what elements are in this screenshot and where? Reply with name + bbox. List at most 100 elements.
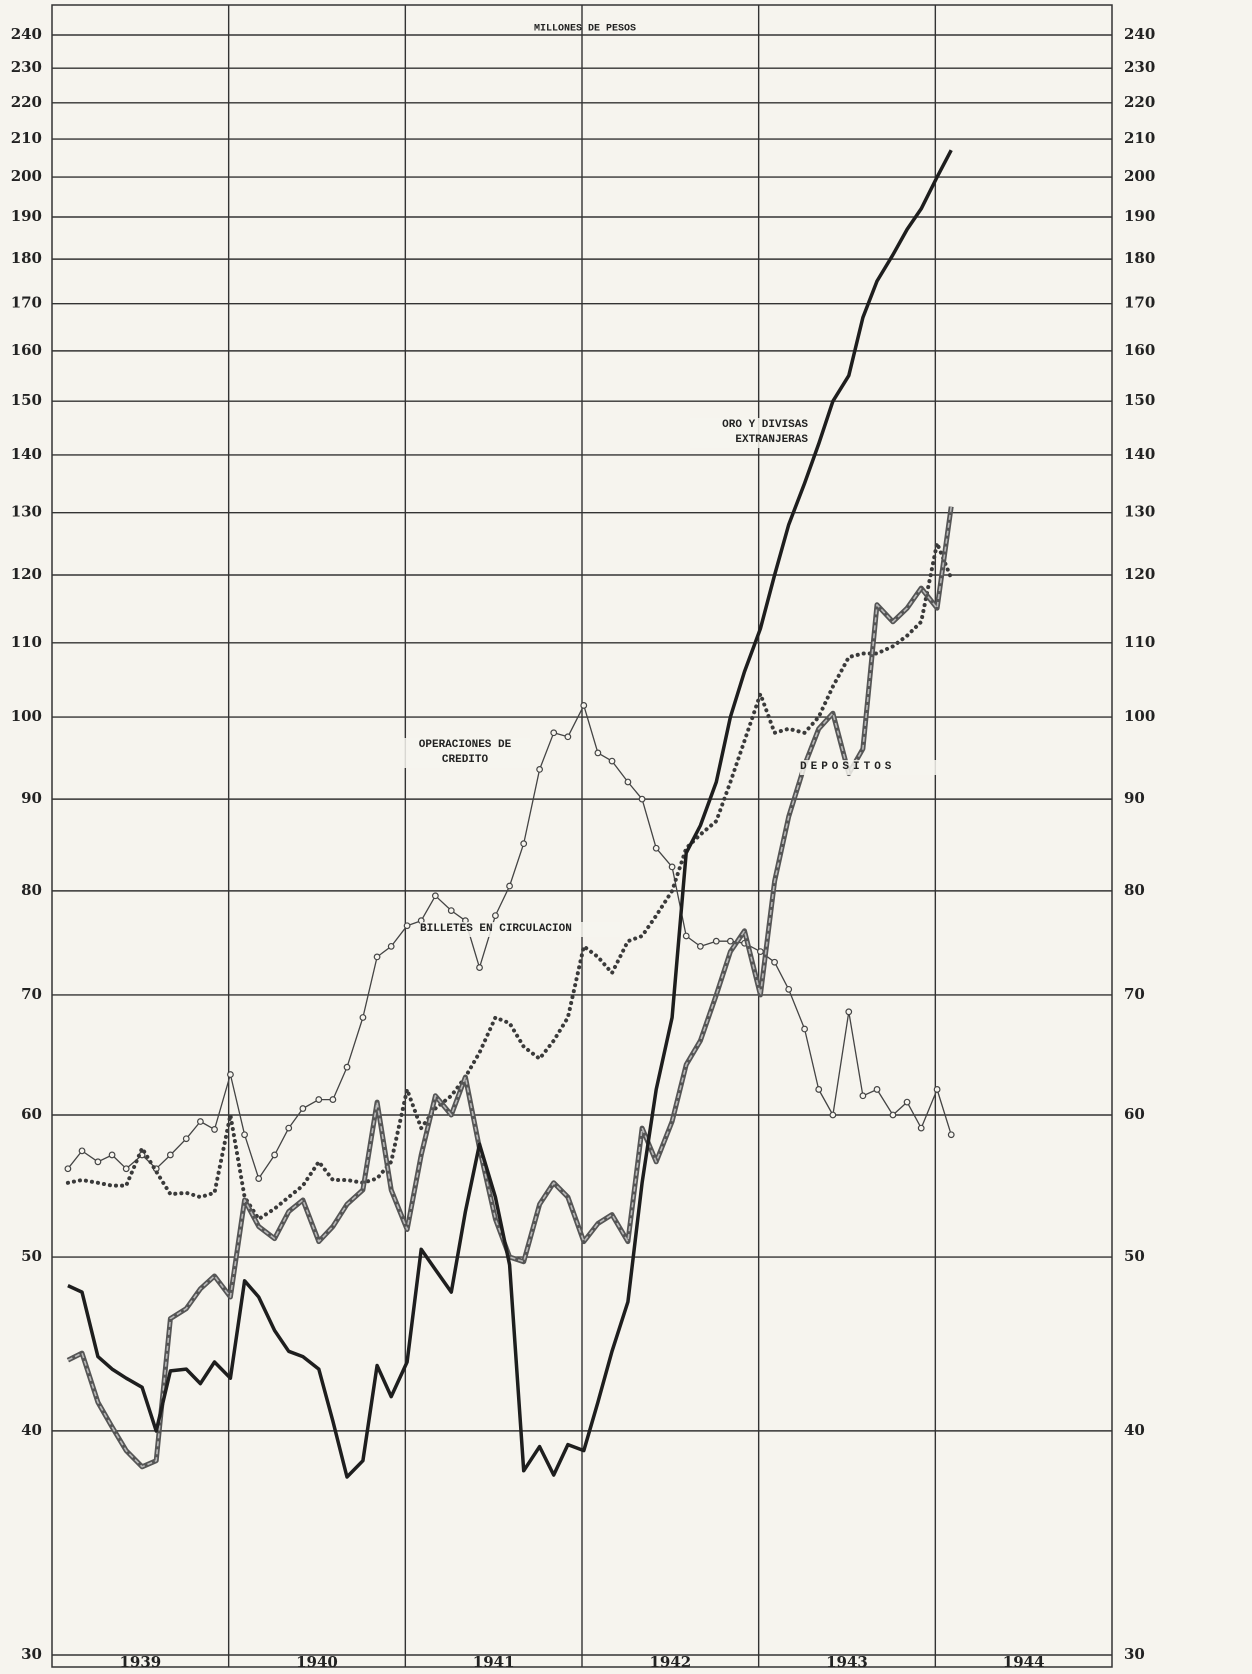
- series-marker: [285, 1124, 293, 1132]
- series-marker: [241, 1131, 248, 1139]
- series-marker: [343, 1063, 351, 1071]
- series-marker: [78, 1147, 86, 1155]
- y-tick-label: 90: [21, 789, 42, 807]
- series-marker: [315, 1096, 323, 1103]
- series-marker: [696, 942, 704, 950]
- series-marker: [859, 1092, 867, 1100]
- series-line: [66, 506, 954, 1470]
- y-tick-label: 140: [11, 445, 42, 463]
- series-marker: [431, 892, 439, 900]
- series-marker: [652, 844, 660, 852]
- series-marker: [166, 1151, 174, 1159]
- series-marker: [771, 958, 778, 966]
- y-tick-label-right: 240: [1124, 25, 1155, 43]
- series-marker: [387, 942, 395, 950]
- series-marker: [108, 1151, 116, 1159]
- x-tick-label: 1941: [473, 1653, 515, 1671]
- y-tick-label: 190: [11, 207, 42, 225]
- y-tick-label-right: 30: [1124, 1645, 1145, 1663]
- series-marker: [947, 1131, 955, 1139]
- y-tick-label: 160: [11, 341, 42, 359]
- y-tick-label-right: 130: [1124, 503, 1155, 521]
- chart-title: MILLONES DE PESOS: [534, 24, 636, 35]
- y-tick-label-right: 170: [1124, 294, 1155, 312]
- series-marker: [608, 757, 616, 765]
- series-marker: [727, 937, 734, 945]
- y-tick-label: 120: [11, 565, 42, 583]
- y-tick-label-right: 230: [1124, 58, 1155, 76]
- series-marker: [182, 1135, 190, 1143]
- series-marker: [785, 985, 793, 993]
- y-tick-label: 70: [21, 985, 42, 1003]
- series-marker: [668, 863, 676, 871]
- y-tick-label: 170: [11, 294, 42, 312]
- y-tick-label-right: 200: [1124, 167, 1155, 185]
- y-tick-label: 40: [21, 1421, 42, 1439]
- y-tick-label-right: 190: [1124, 207, 1155, 225]
- y-tick-label: 80: [21, 881, 42, 899]
- series-marker: [845, 1008, 853, 1016]
- series-marker: [403, 922, 411, 930]
- series-marker: [624, 778, 632, 786]
- x-tick-label: 1940: [296, 1653, 338, 1671]
- y-tick-label-right: 70: [1124, 985, 1145, 1003]
- series-marker: [447, 907, 455, 915]
- series-marker: [638, 795, 646, 803]
- series-marker: [801, 1025, 808, 1033]
- y-tick-label: 200: [11, 167, 42, 185]
- series-marker: [227, 1071, 234, 1078]
- x-tick-label: 1942: [649, 1653, 691, 1671]
- series-line: [65, 541, 954, 1221]
- y-tick-label: 60: [21, 1105, 42, 1123]
- y-tick-label-right: 140: [1124, 445, 1155, 463]
- series-marker: [829, 1111, 837, 1119]
- y-tick-label: 180: [11, 249, 42, 267]
- series-marker: [536, 765, 543, 773]
- series-marker: [255, 1175, 263, 1182]
- x-tick-label: 1943: [826, 1653, 868, 1671]
- series-label: BILLETES EN CIRCULACION: [420, 922, 620, 937]
- series-marker: [64, 1165, 72, 1173]
- series-marker: [933, 1086, 941, 1093]
- y-tick-label: 240: [11, 25, 42, 43]
- series-marker: [492, 912, 499, 920]
- series-marker: [903, 1098, 911, 1106]
- series-marker: [211, 1126, 218, 1133]
- series-marker: [506, 882, 513, 890]
- y-tick-label-right: 150: [1124, 391, 1155, 409]
- series-line: [67, 704, 952, 1180]
- series-marker: [196, 1118, 204, 1125]
- series-marker: [917, 1124, 925, 1132]
- y-tick-label: 210: [11, 129, 42, 147]
- series-line-inner: [67, 506, 952, 1468]
- y-tick-label: 150: [11, 391, 42, 409]
- series-label: ORO Y DIVISAS EXTRANJERAS: [690, 418, 808, 448]
- series-marker: [476, 964, 483, 971]
- y-tick-label-right: 110: [1124, 633, 1155, 651]
- x-tick-label: 1944: [1003, 1653, 1045, 1671]
- series-marker: [122, 1165, 130, 1173]
- series-label: DEPOSITOS: [800, 760, 940, 775]
- series-marker: [359, 1014, 367, 1021]
- series-marker: [520, 840, 528, 848]
- series-marker: [594, 749, 602, 757]
- y-tick-label-right: 100: [1124, 707, 1155, 725]
- series-marker: [550, 729, 558, 737]
- series-marker: [271, 1151, 279, 1159]
- series-marker: [564, 733, 572, 741]
- series-marker: [815, 1086, 823, 1093]
- y-tick-label: 110: [11, 633, 42, 651]
- y-tick-label: 130: [11, 503, 42, 521]
- y-tick-label: 100: [11, 707, 42, 725]
- series-marker: [373, 953, 381, 961]
- x-tick-label: 1939: [119, 1653, 161, 1671]
- y-tick-label-right: 160: [1124, 341, 1155, 359]
- series-marker: [873, 1086, 881, 1093]
- series-marker: [580, 702, 588, 709]
- series-marker: [682, 932, 690, 940]
- y-tick-label: 230: [11, 58, 42, 76]
- y-tick-label-right: 220: [1124, 93, 1155, 111]
- y-tick-label: 30: [21, 1645, 42, 1663]
